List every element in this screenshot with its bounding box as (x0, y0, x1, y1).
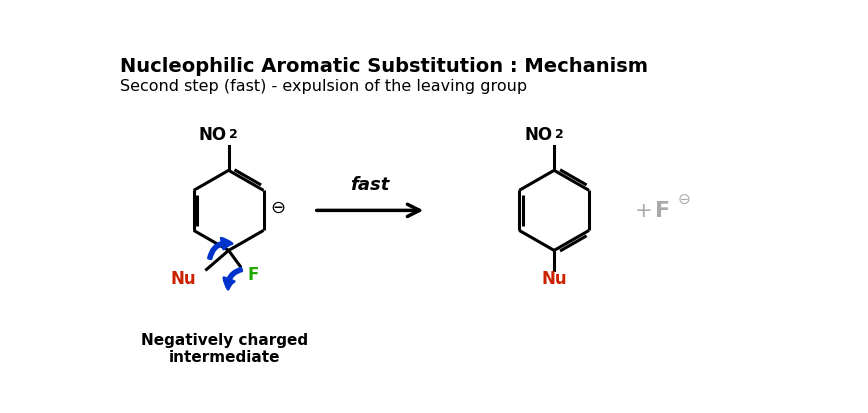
Text: 2: 2 (555, 127, 563, 140)
Text: Nu: Nu (170, 270, 196, 287)
Text: intermediate: intermediate (169, 349, 280, 364)
Text: Nucleophilic Aromatic Substitution : Mechanism: Nucleophilic Aromatic Substitution : Mec… (120, 57, 648, 76)
Text: F: F (247, 265, 259, 283)
Text: +: + (635, 201, 652, 221)
Text: Nu: Nu (542, 270, 567, 287)
Text: ⊖: ⊖ (270, 198, 285, 216)
Text: 2: 2 (229, 127, 238, 140)
Text: NO: NO (524, 125, 553, 143)
Text: NO: NO (199, 125, 227, 143)
Text: F: F (655, 201, 670, 221)
Text: Second step (fast) - expulsion of the leaving group: Second step (fast) - expulsion of the le… (120, 79, 527, 94)
FancyArrowPatch shape (208, 239, 232, 259)
Text: Negatively charged: Negatively charged (141, 332, 308, 347)
FancyArrowPatch shape (224, 268, 242, 290)
Text: fast: fast (351, 176, 390, 194)
Text: ⊖: ⊖ (677, 191, 690, 206)
